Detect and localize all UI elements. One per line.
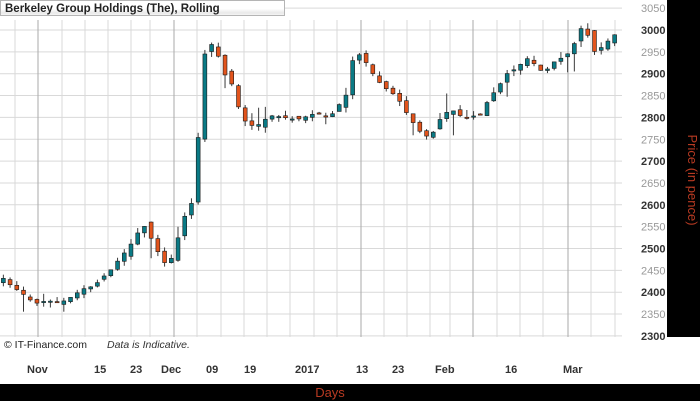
svg-text:3000: 3000 xyxy=(641,25,665,37)
svg-text:3050: 3050 xyxy=(641,3,665,15)
svg-text:2500: 2500 xyxy=(641,244,665,256)
svg-text:2450: 2450 xyxy=(641,265,665,277)
svg-text:2550: 2550 xyxy=(641,222,665,234)
svg-text:2600: 2600 xyxy=(641,200,665,212)
svg-text:2950: 2950 xyxy=(641,47,665,59)
svg-text:2700: 2700 xyxy=(641,156,665,168)
svg-text:2900: 2900 xyxy=(641,69,665,81)
svg-text:2850: 2850 xyxy=(641,91,665,103)
svg-text:2350: 2350 xyxy=(641,309,665,321)
svg-text:2400: 2400 xyxy=(641,287,665,299)
svg-text:2300: 2300 xyxy=(641,331,665,343)
svg-text:2800: 2800 xyxy=(641,112,665,124)
svg-text:2750: 2750 xyxy=(641,134,665,146)
